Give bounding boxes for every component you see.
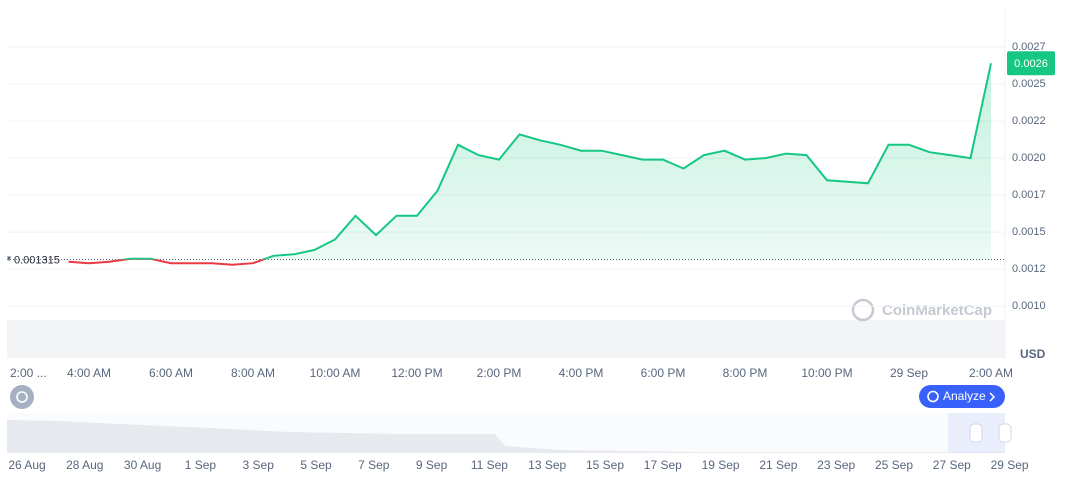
history-icon[interactable] [10,385,34,409]
x-tick-label: 4:00 PM [559,366,604,380]
navigator-label: 15 Sep [586,458,624,472]
y-tick-label: 0.0010 [1012,300,1046,312]
history-icon-glyph [16,391,28,403]
x-tick-label: 8:00 AM [231,366,275,380]
analyze-button[interactable]: Analyze [919,385,1005,408]
navigator-label: 5 Sep [300,458,332,472]
watermark: CoinMarketCap [851,298,992,322]
navigator-label: 26 Aug [8,458,45,472]
currency-label: USD [1020,347,1046,361]
analyze-label[interactable]: Analyze [943,389,986,403]
x-tick-label: 2:00 AM [969,366,1013,380]
y-tick-label: 0.0017 [1012,189,1046,201]
x-tick-label: 12:00 PM [391,366,442,380]
current-price-badge [1007,51,1055,76]
navigator-handle[interactable] [998,423,1012,443]
analyze-icon [927,390,939,403]
navigator-handle[interactable] [969,423,983,443]
x-tick-label: 4:00 AM [67,366,111,380]
watermark-logo [851,298,875,322]
navigator-area [7,420,1005,453]
navigator-label: 7 Sep [358,458,390,472]
x-tick-label: 2:00 ... [10,366,47,380]
x-tick-label: 10:00 AM [310,366,361,380]
reference-label: 0.001315 [14,254,60,266]
navigator-label: 19 Sep [702,458,740,472]
price-line-below [68,259,267,266]
navigator [7,413,1012,453]
x-tick-label: 29 Sep [890,366,928,380]
navigator-label: 13 Sep [528,458,566,472]
volume-background [7,320,1005,358]
x-tick-label: 10:00 PM [801,366,852,380]
x-tick-label: 6:00 AM [149,366,193,380]
x-tick-label: 2:00 PM [477,366,522,380]
current-price-label: 0.0026 [1014,58,1048,70]
navigator-label: 29 Sep [991,458,1029,472]
y-tick-label: 0.0027 [1012,41,1046,53]
y-tick-label: 0.0012 [1012,263,1046,275]
navigator-label: 27 Sep [933,458,971,472]
y-tick-label: 0.0015 [1012,226,1046,238]
y-tick-label: 0.0022 [1012,115,1046,127]
navigator-label: 1 Sep [185,458,217,472]
navigator-label: 23 Sep [817,458,855,472]
price-line [117,63,992,260]
analyze-pill[interactable] [919,385,1005,408]
navigator-label: 30 Aug [124,458,161,472]
history-button[interactable] [10,385,34,409]
x-tick-label: 8:00 PM [723,366,768,380]
price-area [124,63,991,260]
navigator-label: 25 Sep [875,458,913,472]
y-tick-label: 0.0020 [1012,152,1046,164]
navigator-label: 3 Sep [243,458,275,472]
y-tick-label: 0.0025 [1012,78,1046,90]
navigator-label: 21 Sep [759,458,797,472]
navigator-label: 17 Sep [644,458,682,472]
navigator-label: 28 Aug [66,458,103,472]
reference-marker [7,256,11,262]
analyze-chevron [989,392,996,402]
navigator-label: 9 Sep [416,458,448,472]
watermark-text: CoinMarketCap [882,302,992,319]
x-tick-label: 6:00 PM [641,366,686,380]
navigator-label: 11 Sep [471,458,508,472]
